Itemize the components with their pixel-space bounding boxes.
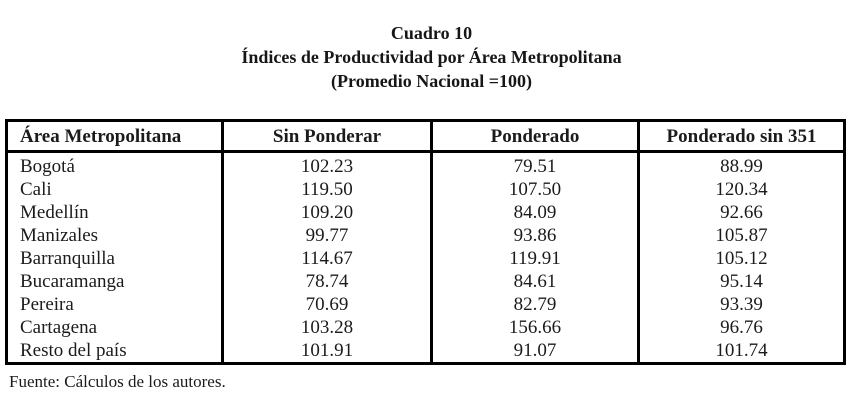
ponderado-sin-351-cell: 96.76 [637,316,846,339]
table-row: Barranquilla 114.67 119.91 105.12 [5,247,846,270]
ponderado-cell: 84.09 [430,201,640,224]
sin-ponderar-cell: 70.69 [221,293,433,316]
caption-subtitle: (Promedio Nacional =100) [331,71,532,91]
area-cell: Pereira [5,293,224,316]
ponderado-cell: 93.86 [430,224,640,247]
ponderado-cell: 84.61 [430,270,640,293]
ponderado-sin-351-cell: 92.66 [637,201,846,224]
area-cell: Bucaramanga [5,270,224,293]
source-note: Fuente: Cálculos de los autores. [9,372,226,391]
column-header-ponderado-sin-351: Ponderado sin 351 [637,120,846,153]
sin-ponderar-cell: 99.77 [221,224,433,247]
table-row: Pereira 70.69 82.79 93.39 [5,293,846,316]
table-row: Manizales 99.77 93.86 105.87 [5,224,846,247]
ponderado-cell: 156.66 [430,316,640,339]
table-caption: Cuadro 10 Índices de Productividad por Á… [0,0,863,93]
table-row: Medellín 109.20 84.09 92.66 [5,201,846,224]
sin-ponderar-cell: 109.20 [221,201,433,224]
table-row: Bogotá 102.23 79.51 88.99 [5,151,846,178]
area-cell: Resto del país [5,339,224,364]
area-cell: Manizales [5,224,224,247]
productivity-index-table: Área Metropolitana Sin Ponderar Ponderad… [5,119,846,365]
area-cell: Bogotá [5,151,224,178]
area-cell: Cali [5,178,224,201]
area-cell: Cartagena [5,316,224,339]
area-cell: Barranquilla [5,247,224,270]
area-cell: Medellín [5,201,224,224]
column-header-ponderado: Ponderado [430,120,640,153]
table-header-row: Área Metropolitana Sin Ponderar Ponderad… [5,120,846,153]
sin-ponderar-cell: 102.23 [221,151,433,178]
ponderado-sin-351-cell: 105.87 [637,224,846,247]
sin-ponderar-cell: 114.67 [221,247,433,270]
ponderado-sin-351-cell: 105.12 [637,247,846,270]
ponderado-cell: 119.91 [430,247,640,270]
ponderado-cell: 91.07 [430,339,640,364]
column-header-area-metropolitana: Área Metropolitana [5,120,224,153]
caption-title: Índices de Productividad por Área Metrop… [241,47,622,67]
sin-ponderar-cell: 103.28 [221,316,433,339]
sin-ponderar-cell: 101.91 [221,339,433,364]
sin-ponderar-cell: 119.50 [221,178,433,201]
ponderado-cell: 79.51 [430,151,640,178]
ponderado-sin-351-cell: 93.39 [637,293,846,316]
sin-ponderar-cell: 78.74 [221,270,433,293]
table-row: Resto del país 101.91 91.07 101.74 [5,339,846,364]
ponderado-sin-351-cell: 88.99 [637,151,846,178]
ponderado-sin-351-cell: 101.74 [637,339,846,364]
ponderado-sin-351-cell: 95.14 [637,270,846,293]
table-row: Bucaramanga 78.74 84.61 95.14 [5,270,846,293]
table-row: Cali 119.50 107.50 120.34 [5,178,846,201]
ponderado-sin-351-cell: 120.34 [637,178,846,201]
ponderado-cell: 107.50 [430,178,640,201]
caption-number: Cuadro 10 [390,23,473,43]
ponderado-cell: 82.79 [430,293,640,316]
table-row: Cartagena 103.28 156.66 96.76 [5,316,846,339]
column-header-sin-ponderar: Sin Ponderar [221,120,433,153]
